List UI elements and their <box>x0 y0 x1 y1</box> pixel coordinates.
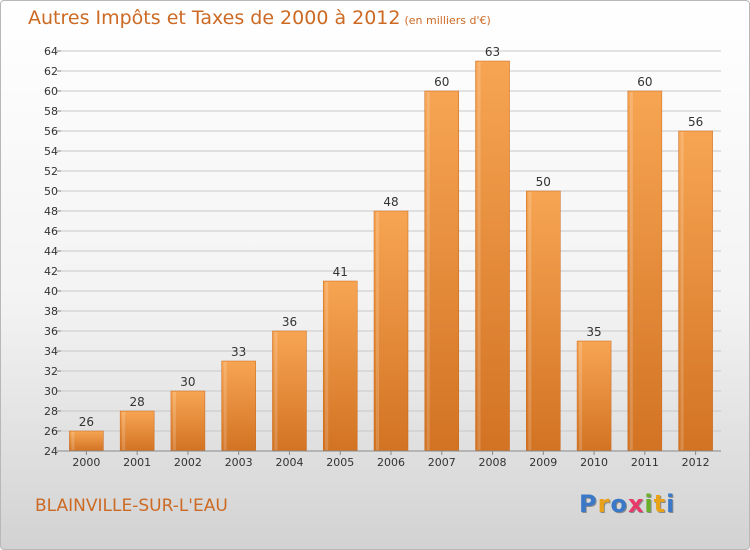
bar-2005 <box>322 280 358 452</box>
bar-2010 <box>576 340 612 452</box>
proxiti-logo-letter: r <box>597 490 611 518</box>
y-axis-ticks: 24 26 28 30 32 34 36 38 40 42 44 46 48 50 52 54 56 58 60 62… <box>44 45 61 458</box>
y-tick-label: 32 <box>44 365 58 378</box>
x-tick-label-2009: 2009 <box>529 456 557 469</box>
proxiti-logo: Proxiti <box>579 490 675 518</box>
bar-2009 <box>526 190 561 452</box>
bar-2001 <box>119 410 155 452</box>
data-label-2001: 28 <box>130 395 145 409</box>
bar-highlight <box>71 432 75 450</box>
proxiti-logo-letter: i <box>666 490 676 518</box>
y-tick-label: 28 <box>44 405 58 418</box>
data-label-2009: 50 <box>536 175 551 189</box>
y-tick-label: 50 <box>44 185 58 198</box>
bar-2002 <box>170 390 206 452</box>
data-label-2010: 35 <box>586 325 601 339</box>
y-tick-label: 62 <box>44 65 58 78</box>
data-label-2000: 26 <box>79 415 94 429</box>
y-tick-label: 38 <box>44 305 58 318</box>
bar-highlight <box>680 132 684 450</box>
y-tick-label: 56 <box>44 125 58 138</box>
y-tick-label: 40 <box>44 285 58 298</box>
x-tick-label-2002: 2002 <box>174 456 202 469</box>
x-tick-label-2008: 2008 <box>479 456 507 469</box>
chart-unit: (en milliers d'€) <box>404 14 491 27</box>
bar-2012 <box>678 130 713 452</box>
y-tick-label: 36 <box>44 325 58 338</box>
bar-highlight <box>579 342 583 450</box>
data-label-2012: 56 <box>688 115 703 129</box>
bar-highlight <box>223 362 227 450</box>
bar-highlight <box>477 62 481 450</box>
x-tick-label-2001: 2001 <box>123 456 151 469</box>
y-tick-label: 46 <box>44 225 58 238</box>
bar-highlight <box>122 412 126 450</box>
proxiti-logo-letter: x <box>627 490 645 518</box>
data-labels: 26 28 30 33 36 41 48 60 63 50 35 60 56 <box>79 45 704 429</box>
y-tick-label: 44 <box>44 245 58 258</box>
chart-title: Autres Impôts et Taxes de 2000 à 2012 (en… <box>28 7 491 29</box>
bar-highlight <box>274 332 278 450</box>
data-label-2003: 33 <box>231 345 246 359</box>
y-tick-label: 48 <box>44 205 58 218</box>
bar-highlight <box>376 212 379 450</box>
data-label-2011: 60 <box>637 75 652 89</box>
x-tick-label-2012: 2012 <box>682 456 710 469</box>
data-label-2005: 41 <box>333 265 348 279</box>
proxiti-logo-letter: P <box>579 490 598 518</box>
bars <box>69 60 713 452</box>
chart-title-text: Autres Impôts et Taxes de 2000 à 2012 <box>28 7 401 29</box>
y-tick-label: 54 <box>44 145 58 158</box>
bar-2000 <box>69 430 104 452</box>
x-tick-label-2003: 2003 <box>225 456 253 469</box>
bar-highlight <box>426 92 430 450</box>
x-tick-label-2004: 2004 <box>275 456 303 469</box>
bar-2008 <box>475 60 510 452</box>
bar-2003 <box>221 360 256 452</box>
bar-highlight <box>325 282 329 450</box>
x-tick-label-2000: 2000 <box>72 456 100 469</box>
data-label-2006: 48 <box>383 195 398 209</box>
y-tick-label: 58 <box>44 105 58 118</box>
x-tick-label-2011: 2011 <box>631 456 659 469</box>
y-tick-label: 34 <box>44 345 58 358</box>
x-tick-label-2010: 2010 <box>580 456 608 469</box>
y-tick-label: 30 <box>44 385 58 398</box>
y-tick-label: 64 <box>44 45 58 58</box>
x-tick-label-2005: 2005 <box>326 456 354 469</box>
data-label-2008: 63 <box>485 45 500 59</box>
bar-2011 <box>627 90 663 452</box>
x-axis-ticks: 2000 2001 2002 2003 2004 2005 2006 2007 2008 2009… <box>72 451 710 469</box>
y-tick-label: 60 <box>44 85 58 98</box>
bar-2004 <box>272 330 307 452</box>
bar-highlight <box>629 92 633 450</box>
x-tick-label-2006: 2006 <box>377 456 405 469</box>
y-tick-label: 42 <box>44 265 58 278</box>
bar-highlight <box>528 192 532 450</box>
proxiti-logo-letter: o <box>610 490 628 518</box>
y-tick-label: 52 <box>44 165 58 178</box>
data-label-2007: 60 <box>434 75 449 89</box>
y-tick-label: 24 <box>44 445 58 458</box>
x-tick-label-2007: 2007 <box>428 456 456 469</box>
y-tick-label: 26 <box>44 425 58 438</box>
bar-highlight <box>172 392 176 450</box>
proxiti-logo-letter: i <box>644 490 654 518</box>
data-label-2002: 30 <box>180 375 195 389</box>
city-name: BLAINVILLE-SUR-L'EAU <box>35 496 228 516</box>
bar-2006 <box>373 210 409 452</box>
bar-2007 <box>424 90 460 452</box>
data-label-2004: 36 <box>282 315 297 329</box>
proxiti-logo-letter: t <box>653 490 667 518</box>
